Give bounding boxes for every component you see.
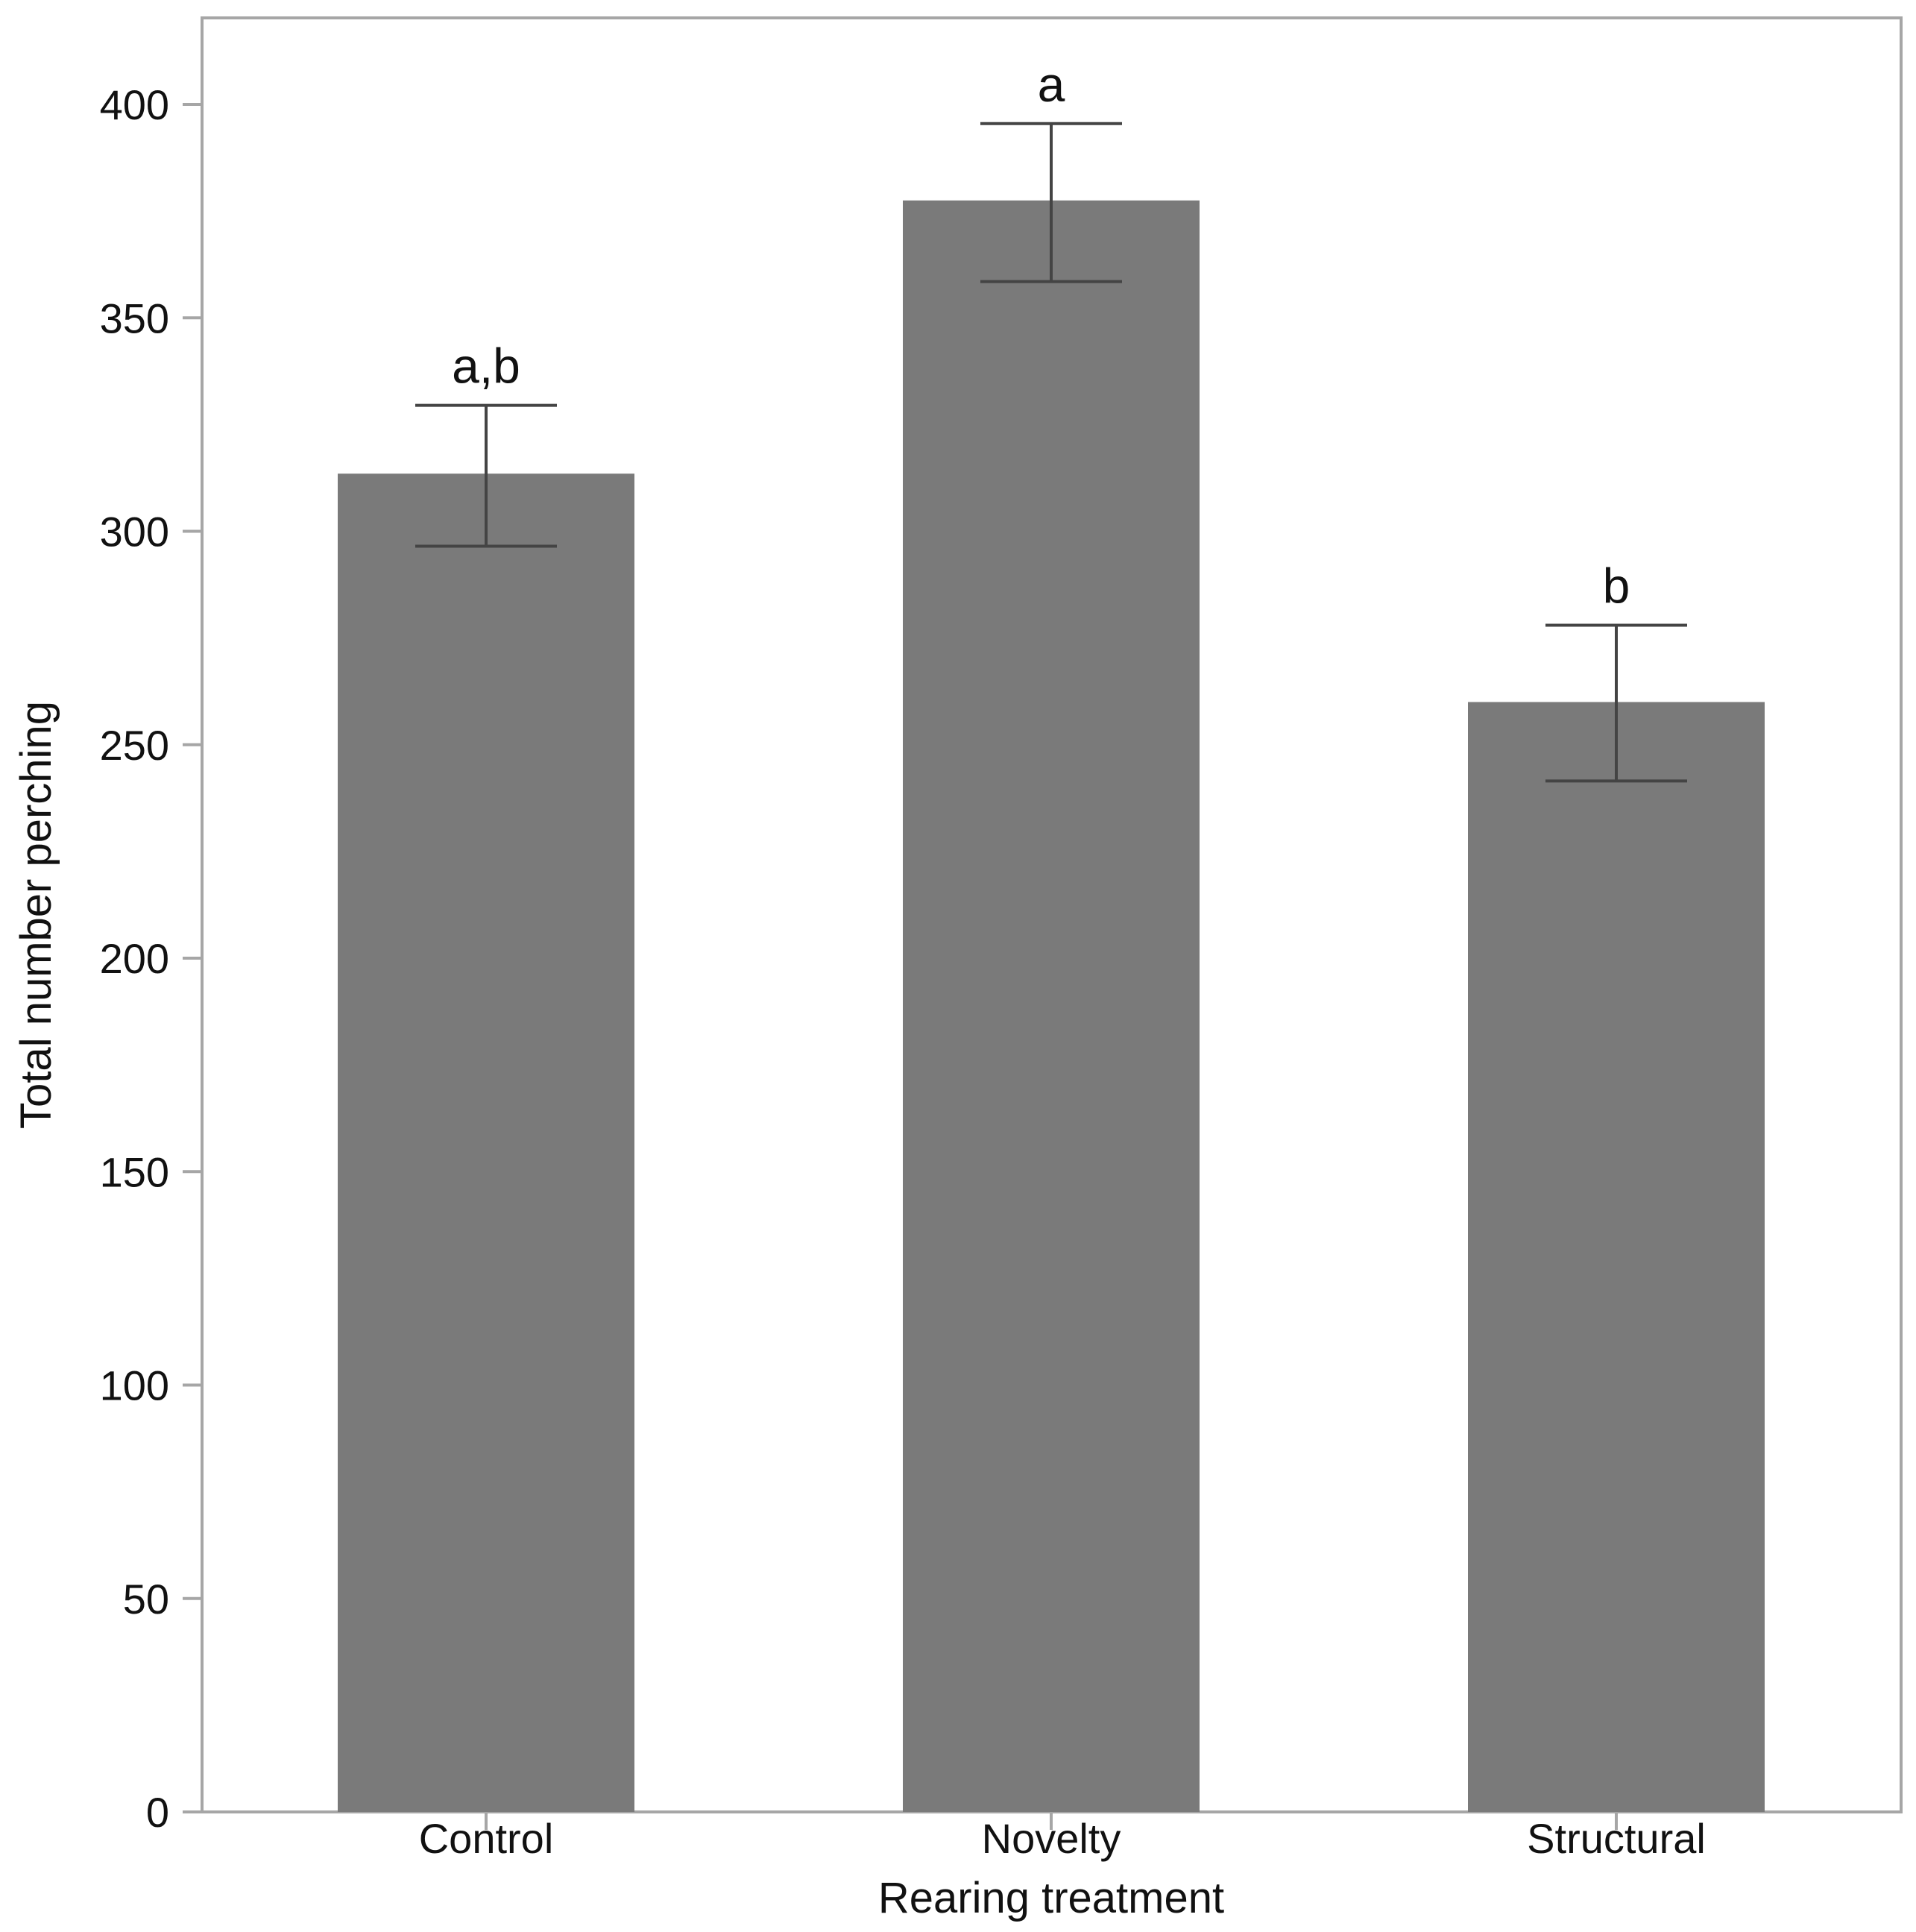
y-tick-label: 150 xyxy=(100,1148,169,1195)
error-bar-control xyxy=(415,403,557,548)
significance-labels: a,b a b xyxy=(452,57,1630,614)
x-tick-label-control: Control xyxy=(419,1815,554,1862)
error-bar-novelty xyxy=(980,122,1122,283)
y-tick-label: 100 xyxy=(100,1362,169,1409)
bar-control xyxy=(338,473,634,1812)
x-tick-label-structural: Structural xyxy=(1527,1815,1706,1862)
y-tick-label: 250 xyxy=(100,722,169,769)
y-tick-label: 200 xyxy=(100,935,169,982)
bar-structural xyxy=(1468,702,1765,1812)
y-tick-label: 50 xyxy=(123,1576,169,1623)
y-axis: 0 50 100 150 200 250 300 350 400 xyxy=(100,81,202,1836)
x-axis: Control Novelty Structural xyxy=(419,1812,1706,1862)
significance-label-control: a,b xyxy=(452,339,520,394)
x-tick-label-novelty: Novelty xyxy=(982,1815,1121,1862)
significance-label-structural: b xyxy=(1603,558,1630,613)
y-tick-label: 400 xyxy=(100,81,169,128)
y-tick-label: 350 xyxy=(100,295,169,342)
y-tick-label: 0 xyxy=(146,1789,169,1836)
error-bars xyxy=(415,122,1687,783)
y-tick-label: 300 xyxy=(100,509,169,556)
bars xyxy=(338,200,1765,1812)
y-axis-title: Total number perching xyxy=(12,701,60,1129)
x-axis-title: Rearing treatment xyxy=(878,1874,1224,1922)
error-bar-structural xyxy=(1545,623,1687,783)
significance-label-novelty: a xyxy=(1038,57,1065,112)
bar-novelty xyxy=(903,200,1200,1812)
